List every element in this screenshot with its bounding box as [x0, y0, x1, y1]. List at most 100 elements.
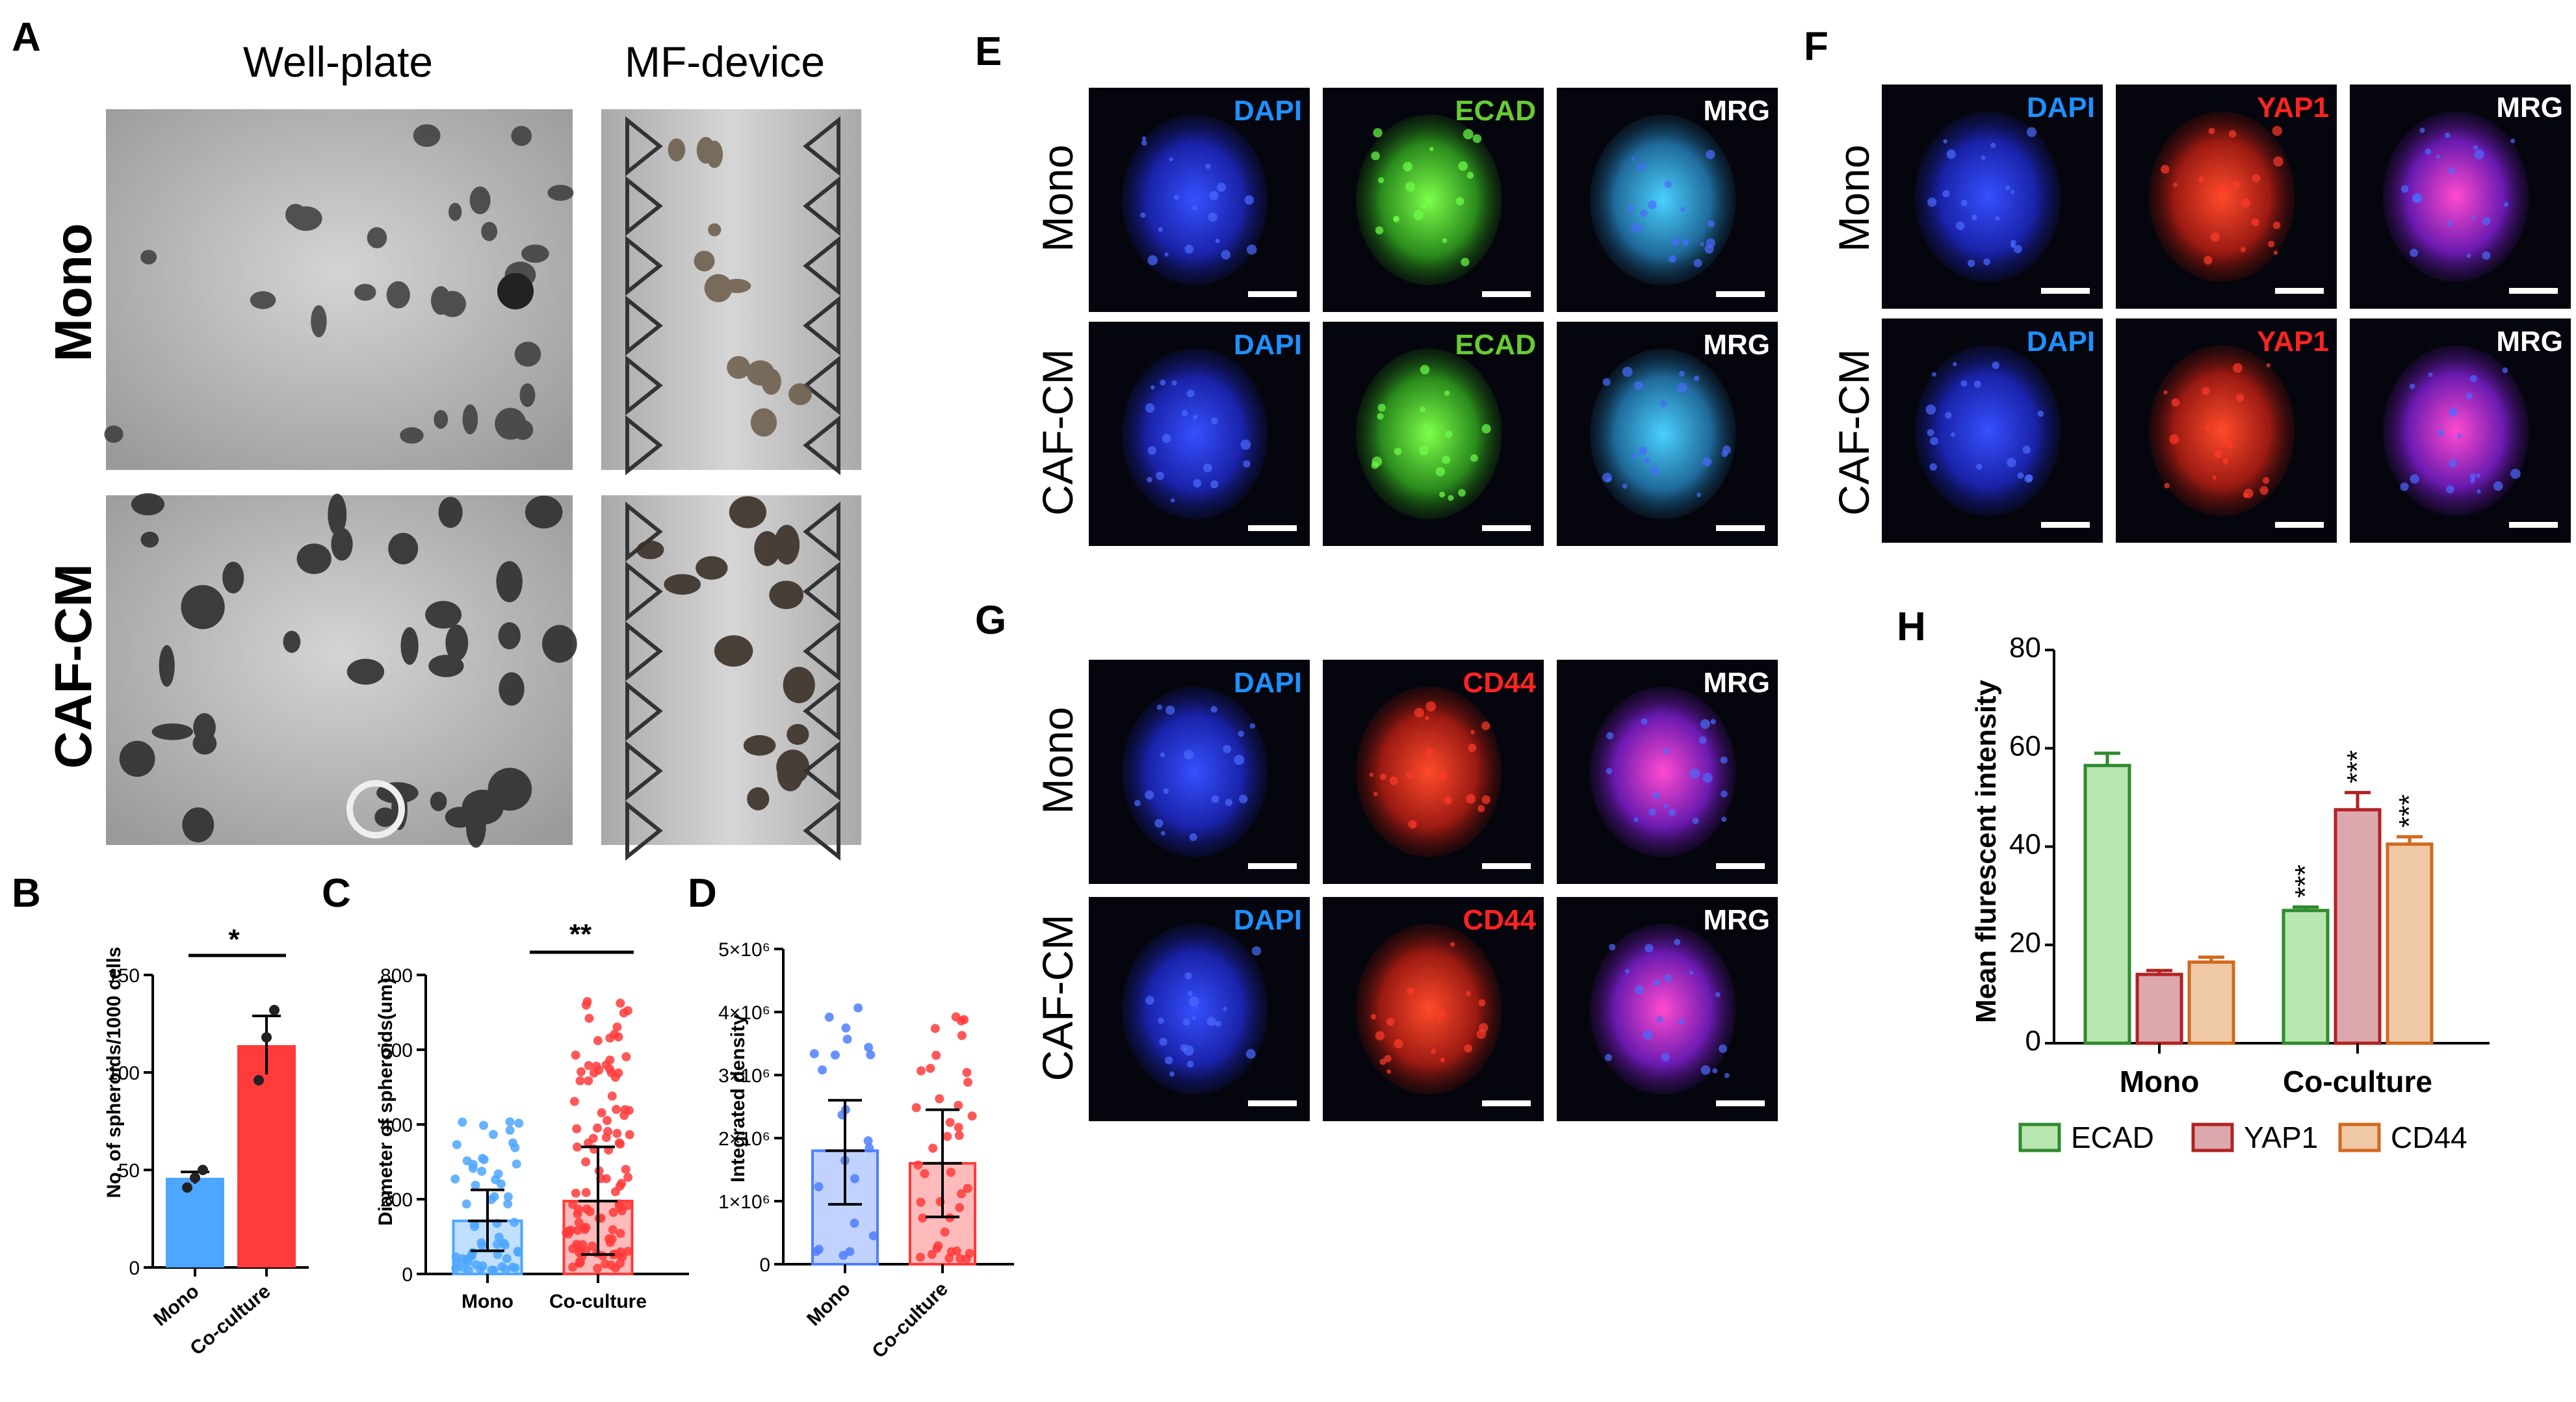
- spheroid-blob: [449, 203, 462, 221]
- data-point: [182, 1182, 192, 1193]
- micropillar: [625, 621, 663, 682]
- nucleus: [2469, 473, 2476, 480]
- y-tick-label: 80: [2009, 632, 2041, 664]
- nucleus: [1663, 748, 1669, 755]
- nucleus: [1718, 1044, 1727, 1053]
- data-point: [933, 1241, 943, 1251]
- nucleus: [1442, 455, 1451, 464]
- stained-cluster: [1122, 924, 1268, 1095]
- significance-marker: **: [569, 918, 592, 950]
- nucleus: [1438, 772, 1448, 781]
- nucleus: [1141, 136, 1147, 141]
- nucleus: [1424, 422, 1428, 427]
- data-point: [614, 1032, 623, 1042]
- data-point: [505, 1125, 515, 1135]
- nucleus: [2457, 433, 2462, 439]
- nucleus: [1243, 460, 1251, 468]
- spheroid-blob: [445, 624, 469, 662]
- nucleus: [1706, 149, 1715, 159]
- nucleus: [1983, 258, 1990, 266]
- nucleus: [1712, 1068, 1718, 1074]
- legend-label: YAP1: [2244, 1121, 2318, 1154]
- nucleus: [1234, 755, 1245, 765]
- nucleus: [2204, 255, 2213, 265]
- stained-cluster: [1590, 348, 1736, 519]
- nucleus: [2465, 392, 2473, 399]
- spheroid-blob: [430, 792, 447, 812]
- col-header-mf-device: MF-device: [625, 38, 825, 86]
- nucleus: [1145, 996, 1154, 1005]
- data-point: [845, 1247, 855, 1256]
- data-point: [501, 1265, 511, 1275]
- nucleus: [1141, 140, 1147, 146]
- nucleus: [2510, 469, 2521, 479]
- spheroid-blob: [140, 250, 157, 265]
- channel-label-ecad: ECAD: [1455, 329, 1536, 361]
- nucleus: [1700, 242, 1704, 246]
- nucleus: [1481, 424, 1491, 434]
- data-point: [568, 1200, 578, 1210]
- spheroid-blob: [159, 645, 175, 687]
- bar: [2386, 842, 2434, 1045]
- scale-bar: [2275, 522, 2324, 528]
- data-point: [940, 1227, 950, 1237]
- data-point: [868, 1231, 878, 1241]
- micrograph-mrg: MRG: [2350, 318, 2571, 543]
- micrograph-ecad: ECAD: [1323, 88, 1544, 312]
- data-point: [954, 1130, 964, 1140]
- nucleus: [1677, 382, 1687, 393]
- nucleus: [1689, 768, 1700, 779]
- nucleus: [2210, 232, 2220, 242]
- data-point: [479, 1121, 489, 1130]
- micropillar: [803, 800, 840, 861]
- nucleus: [1960, 380, 1968, 387]
- micropillar: [625, 355, 663, 416]
- panel-h: H Mean flurescent intensity 0 20 40 60 80 Mon…: [1897, 604, 2490, 1154]
- data-point: [824, 1012, 834, 1022]
- nucleus: [1444, 390, 1450, 396]
- channel-label-mrg: MRG: [2496, 326, 2563, 357]
- data-point: [198, 1165, 208, 1175]
- scale-bar: [1716, 291, 1765, 297]
- legend-label: CD44: [2391, 1121, 2467, 1154]
- nucleus: [1244, 195, 1254, 205]
- nucleus: [1419, 445, 1429, 456]
- data-point: [920, 1169, 930, 1178]
- spheroid-blob: [131, 493, 165, 515]
- data-point: [863, 1136, 873, 1146]
- y-tick-label: 200: [380, 1189, 413, 1211]
- nucleus: [2446, 485, 2454, 494]
- nucleus: [1678, 370, 1685, 377]
- data-point: [614, 1068, 623, 1078]
- nucleus: [1669, 255, 1676, 263]
- nucleus: [1377, 177, 1385, 184]
- spheroid-blob: [727, 356, 751, 379]
- legend-swatch: [2191, 1123, 2234, 1152]
- nucleus: [2470, 374, 2478, 382]
- nucleus: [1420, 406, 1426, 413]
- x-tick-label: Co-culture: [186, 1280, 274, 1360]
- nucleus: [2259, 486, 2269, 495]
- nucleus: [1189, 833, 1197, 841]
- micrograph-dapi: DAPI: [1089, 897, 1310, 1121]
- panel-label-a: A: [12, 15, 41, 60]
- nucleus: [1624, 968, 1630, 974]
- spheroid-blob: [182, 807, 215, 843]
- nucleus: [1246, 244, 1257, 255]
- data-point: [575, 1258, 584, 1268]
- micrograph-dapi: DAPI: [1089, 660, 1310, 884]
- data-point: [913, 1160, 923, 1170]
- micrograph-cd44: CD44: [1323, 660, 1544, 884]
- y-tick-label: 0: [759, 1254, 770, 1276]
- nucleus: [2026, 127, 2037, 137]
- micropillar: [625, 235, 663, 296]
- data-point: [830, 1050, 840, 1060]
- data-point: [614, 1250, 623, 1260]
- nucleus: [1386, 1069, 1392, 1074]
- y-tick-label: 5×10⁶: [718, 939, 770, 961]
- data-point: [608, 1208, 618, 1217]
- scale-bar: [1482, 291, 1531, 297]
- data-point: [814, 1182, 824, 1191]
- nucleus: [1442, 238, 1448, 244]
- bar: [2135, 972, 2183, 1045]
